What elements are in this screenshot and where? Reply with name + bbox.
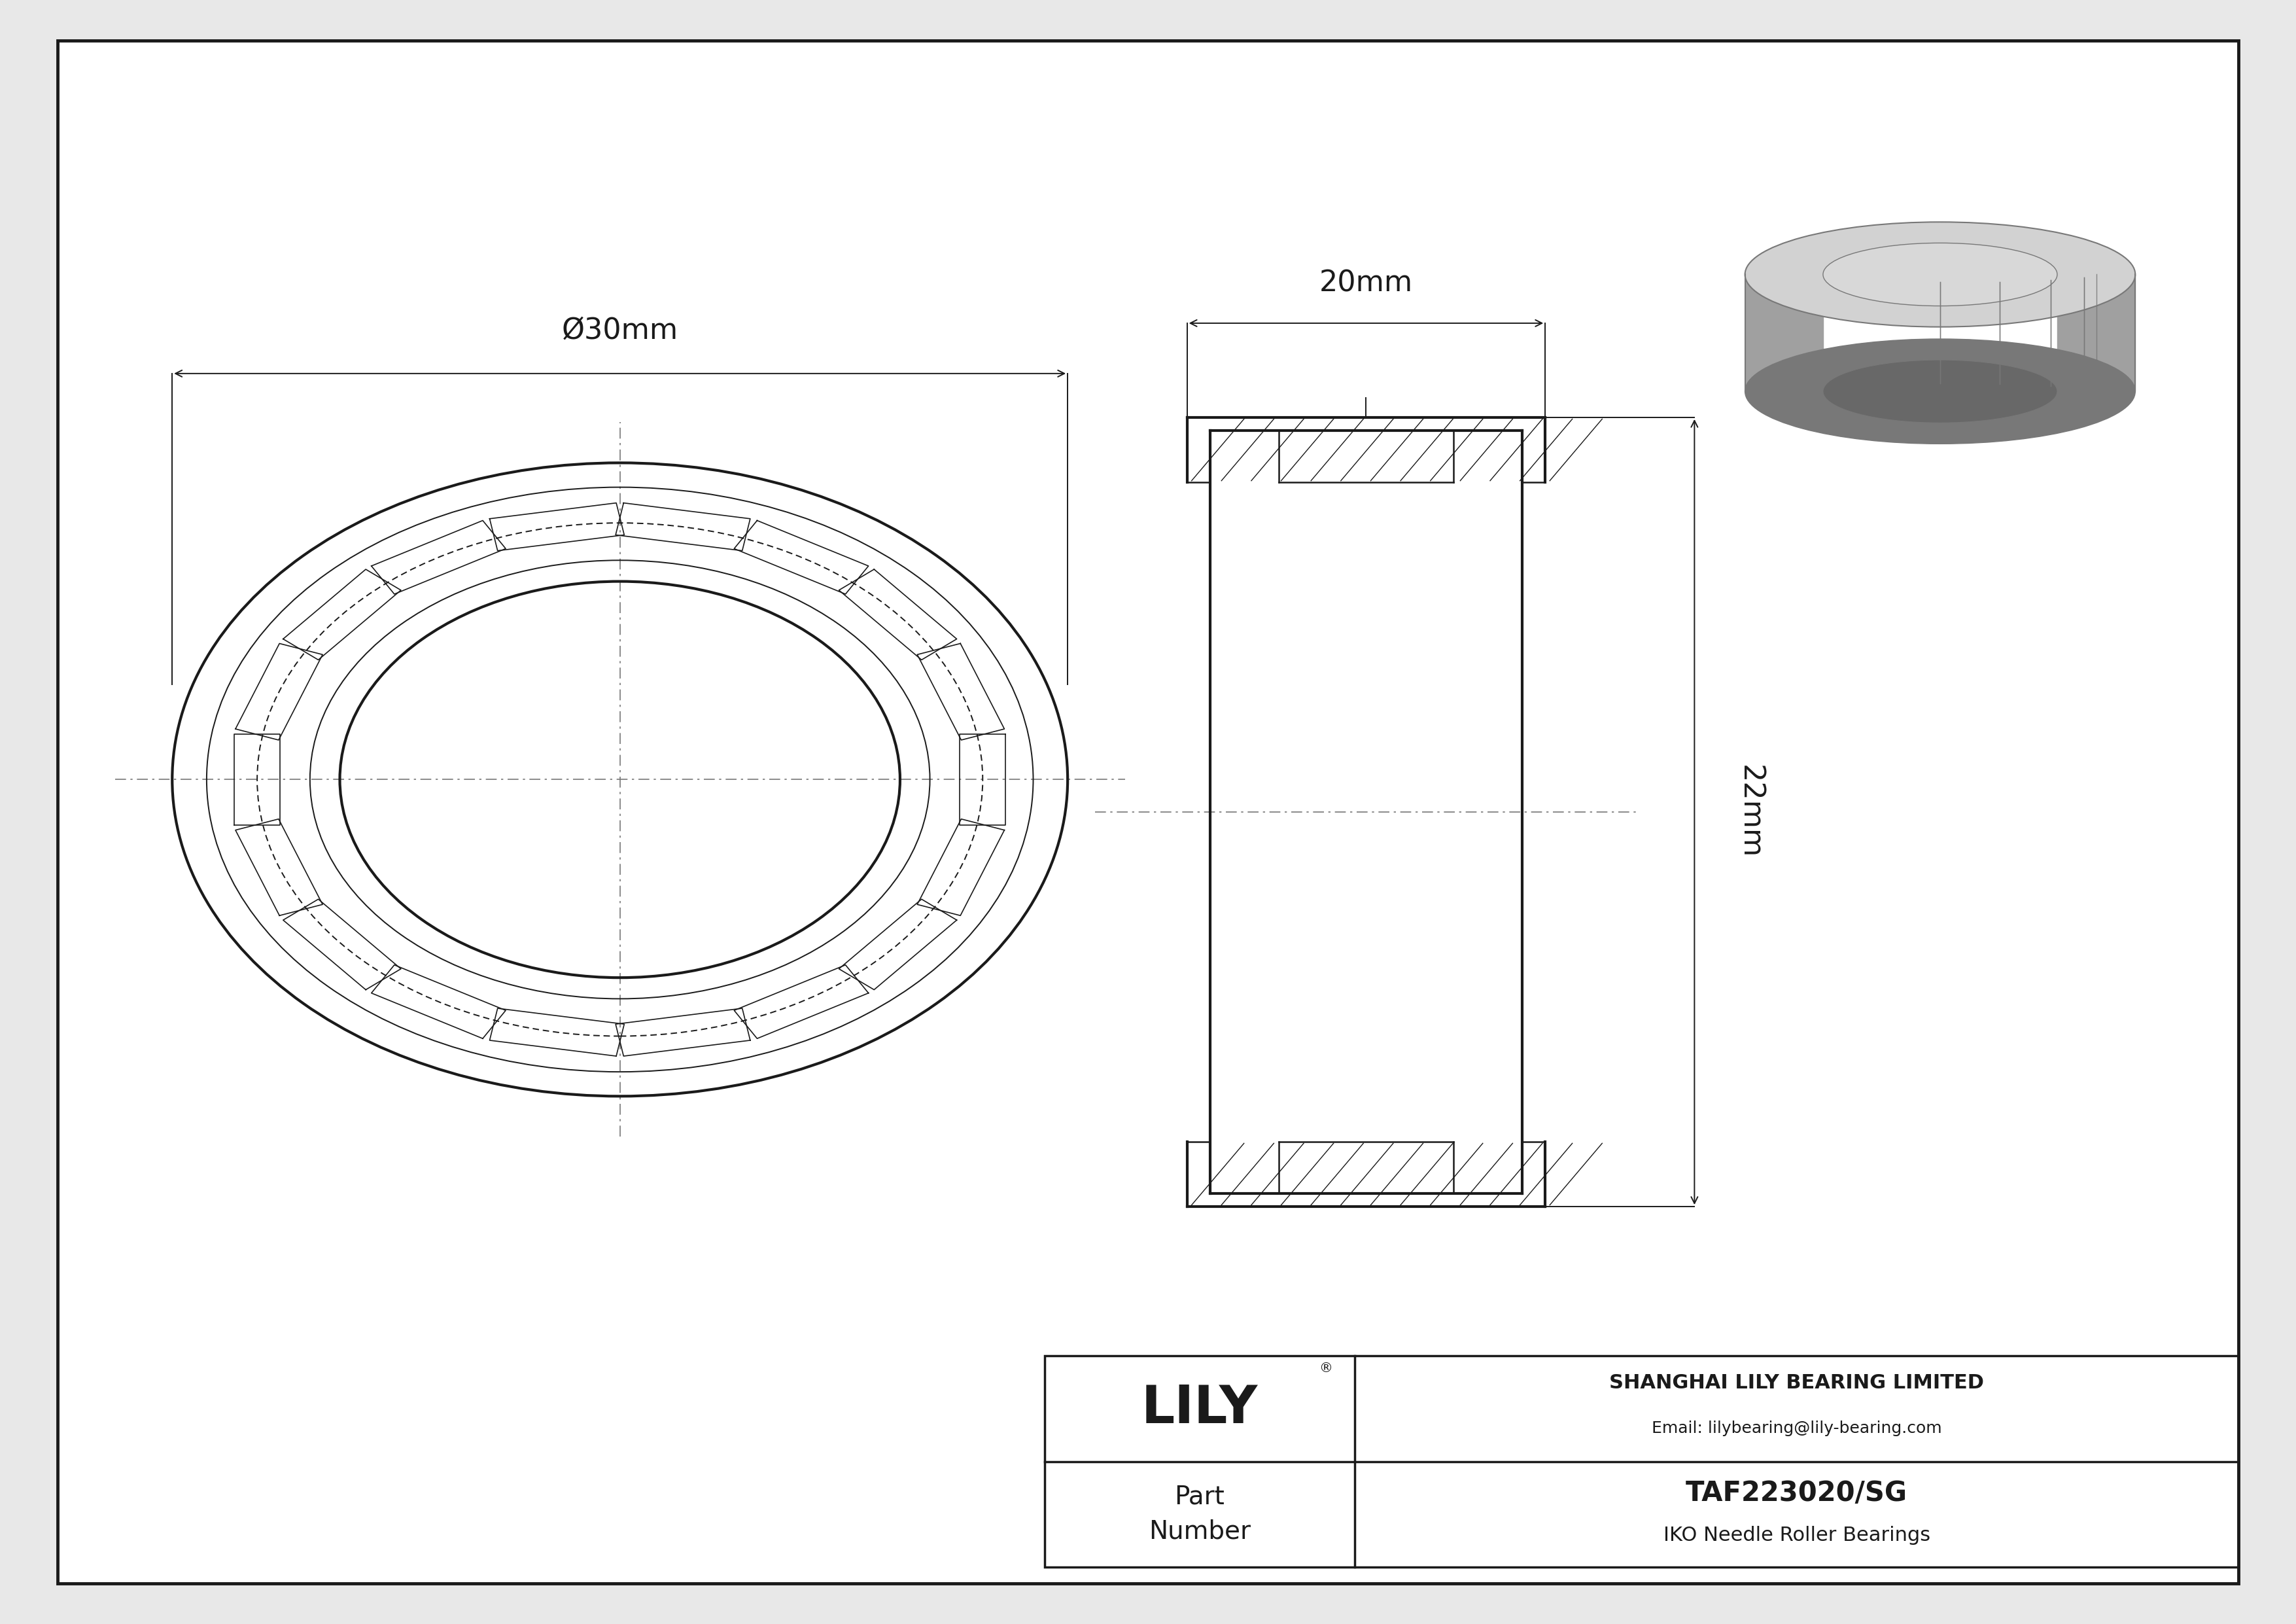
Text: SHANGHAI LILY BEARING LIMITED: SHANGHAI LILY BEARING LIMITED xyxy=(1609,1374,1984,1392)
Ellipse shape xyxy=(1745,222,2135,326)
Text: Email: lilybearing@lily-bearing.com: Email: lilybearing@lily-bearing.com xyxy=(1651,1421,1942,1436)
Text: 22mm: 22mm xyxy=(1736,765,1763,859)
Polygon shape xyxy=(2057,274,2135,391)
Text: 20mm: 20mm xyxy=(1320,270,1412,297)
Text: Part
Number: Part Number xyxy=(1148,1484,1251,1544)
Text: Ø30mm: Ø30mm xyxy=(563,317,677,344)
Text: ®: ® xyxy=(1320,1361,1332,1376)
Text: LILY: LILY xyxy=(1141,1384,1258,1434)
Ellipse shape xyxy=(1745,339,2135,443)
Text: IKO Needle Roller Bearings: IKO Needle Roller Bearings xyxy=(1662,1527,1931,1544)
Polygon shape xyxy=(1745,274,1823,391)
Bar xyxy=(1045,1356,2239,1567)
Bar xyxy=(1045,1356,2239,1567)
Ellipse shape xyxy=(1823,244,2057,305)
Ellipse shape xyxy=(1823,361,2057,422)
Text: TAF223020/SG: TAF223020/SG xyxy=(1685,1479,1908,1507)
